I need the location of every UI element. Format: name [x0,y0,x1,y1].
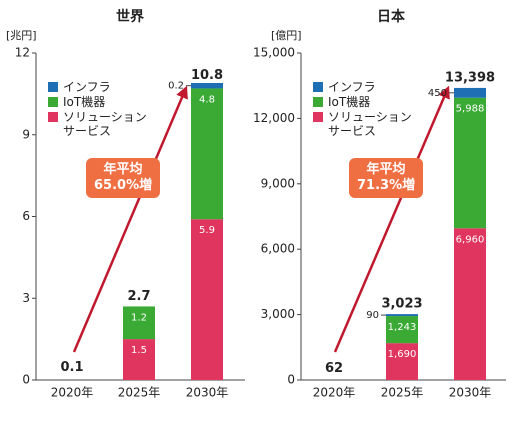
value-label: 1.2 [131,312,147,323]
y-tick-label: 6 [22,209,30,223]
y-tick-label: 12 [15,46,30,60]
legend-swatch [313,112,323,122]
legend-item: ソリューション サービス [313,110,412,138]
legend-item: IoT機器 [48,95,147,109]
y-axis-label: [兆円] [6,29,37,42]
value-label: 5.9 [199,225,215,236]
bar-segment [386,314,418,317]
y-tick-label: 0 [22,373,30,387]
bar-segment [123,339,155,380]
bar-segment [191,82,223,89]
legend-item: IoT機器 [313,95,412,109]
bar-segment [123,306,155,340]
total-label: 3,023 [381,297,422,312]
y-tick-label: 15,000 [253,46,295,60]
legend-label: ソリューション サービス [63,110,147,138]
y-tick-label: 3,000 [261,307,295,321]
legend-swatch [48,97,58,107]
legend-swatch [313,82,323,92]
value-label: 1,690 [388,349,417,360]
bar-segment [386,343,418,380]
value-label: 6,960 [456,234,485,245]
value-label: 0.2 [168,81,184,92]
y-tick-label: 12,000 [253,111,295,125]
legend-swatch [313,97,323,107]
legend-label: IoT機器 [63,95,106,109]
annotation: 年平均 65.0%増 [86,158,161,198]
total-label: 0.1 [60,360,83,375]
y-tick-label: 3 [22,291,30,305]
legend-swatch [48,112,58,122]
legend-label: ソリューション サービス [328,110,412,138]
value-label: 90 [366,310,379,321]
total-label: 62 [325,361,343,376]
legend-label: IoT機器 [328,95,371,109]
x-tick-label: 2025年 [381,386,424,400]
trend-arrow [333,85,450,353]
bar-segment [454,87,486,98]
bar-segment [386,316,418,344]
y-tick-label: 0 [287,373,295,387]
bar-segment [454,97,486,229]
value-label: 1,243 [388,322,417,333]
bar-segment [454,228,486,380]
legend-item: インフラ [48,80,147,94]
bar-segment [191,219,223,380]
x-tick-label: 2020年 [51,386,94,400]
y-tick-label: 6,000 [261,242,295,256]
legend-item: ソリューション サービス [48,110,147,138]
value-label: 4.8 [199,94,215,105]
legend: インフラ IoT機器 ソリューション サービス [313,80,412,139]
value-label: 5,988 [456,104,485,115]
trend-arrow [72,85,188,353]
x-tick-label: 2030年 [186,386,229,400]
y-tick-label: 9,000 [261,176,295,190]
y-tick-label: 9 [22,127,30,141]
bar-segment [191,88,223,220]
legend-swatch [48,82,58,92]
x-tick-label: 2025年 [118,386,161,400]
total-label: 2.7 [127,289,150,304]
value-label: 450 [428,88,447,99]
total-label: 13,398 [445,70,495,85]
x-tick-label: 2020年 [313,386,356,400]
chart-title: 世界 [116,8,145,25]
value-label: 1.5 [131,345,147,356]
annotation: 年平均 71.3%増 [349,158,424,198]
x-tick-label: 2030年 [449,386,492,400]
chart-title: 日本 [377,8,406,25]
legend-item: インフラ [313,80,412,94]
legend-label: インフラ [328,80,376,94]
total-label: 10.8 [191,68,223,83]
y-axis-label: [億円] [271,29,302,42]
legend-label: インフラ [63,80,111,94]
legend: インフラ IoT機器 ソリューション サービス [48,80,147,139]
